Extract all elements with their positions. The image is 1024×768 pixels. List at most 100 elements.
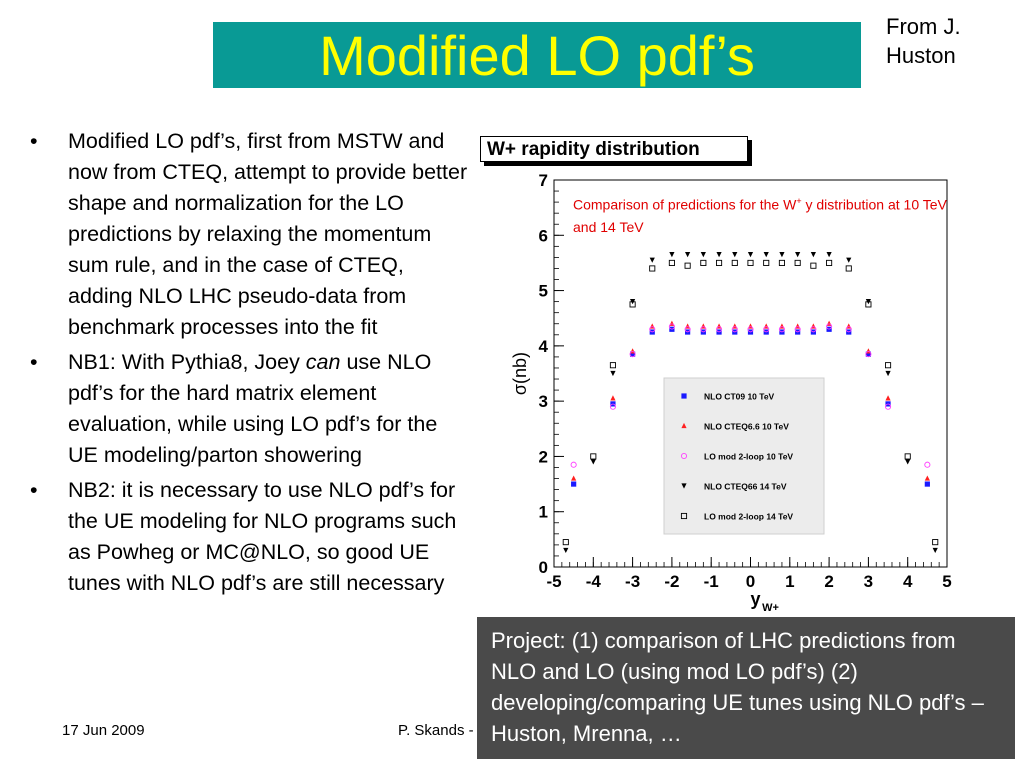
data-point [846,257,852,263]
bullet-text: NB2: it is necessary to use NLO pdf’s fo… [68,478,457,595]
credit-line-2: Huston [886,43,956,68]
data-point [668,259,675,266]
data-point [731,259,738,266]
footer-author: P. Skands - [398,722,474,739]
legend-marker [681,483,687,489]
y-tick-label: 7 [539,171,548,190]
legend-marker [681,422,687,429]
x-tick-label: -1 [704,572,719,591]
bullet-list: • Modified LO pdf’s, first from MSTW and… [28,126,468,603]
x-tick-label: 4 [903,572,913,591]
data-point [810,252,816,258]
data-point [763,259,770,266]
legend-label: NLO CTEQ66 14 TeV [704,482,787,492]
rapidity-chart: -5 -4 -3 -2 -1 0 1 2 3 4 5 0 1 2 3 4 5 6 7 y W+ σ(nb) NLO CT09… [510,171,952,614]
data-point [865,351,872,358]
data-point [747,252,754,258]
annotation-superscript: + [796,196,802,206]
data-point [610,370,616,377]
data-point [685,252,691,258]
data-point [716,326,723,333]
data-point [845,265,852,272]
chart-title: W+ rapidity distribution [480,136,748,162]
data-point [562,539,569,546]
bullet-marker: • [30,350,38,374]
x-tick-label: -5 [546,572,561,591]
data-point [649,326,656,333]
title-banner: Modified LO pdf’s [213,22,861,88]
x-tick-label: 5 [942,572,951,591]
project-text: Project: (1) comparison of LHC predictio… [491,628,984,746]
y-tick-label: 3 [539,392,548,411]
data-point [590,453,597,460]
data-point [763,252,769,258]
legend-marker [680,512,688,520]
data-point [649,265,656,272]
data-point [924,461,931,468]
data-point [778,259,785,266]
data-point [865,351,871,357]
data-point [609,362,617,369]
y-axis-label: σ(nb) [510,352,530,395]
data-point [924,481,930,487]
data-point [794,259,801,266]
data-point [884,403,892,410]
x-tick-label: -3 [625,572,640,591]
data-point [571,475,577,481]
data-point [700,252,706,258]
y-tick-label: 0 [539,558,548,577]
bullet-marker: • [30,129,38,153]
bullet-item: • NB2: it is necessary to use NLO pdf’s … [28,475,468,599]
data-point [845,326,852,333]
x-tick-label: 1 [785,572,794,591]
data-point [747,259,754,266]
bullet-text: Modified LO pdf’s, first from MSTW and n… [68,129,468,339]
data-point [932,547,938,554]
chart-annotation: Comparison of predictions for the W+ y d… [573,190,953,238]
y-tick-label: 2 [539,447,548,466]
data-point [732,252,738,258]
legend-marker [681,393,687,399]
data-point [700,259,707,266]
data-point [747,326,754,333]
data-point [629,351,636,358]
data-point [571,481,577,487]
data-point [668,323,675,330]
data-point [932,539,939,546]
y-tick-label: 6 [539,226,548,245]
x-axis-label-subscript: W+ [762,602,779,614]
data-point [810,326,817,333]
y-tick-label: 5 [539,282,548,301]
data-point [649,257,655,263]
data-point [885,370,891,377]
project-box: Project: (1) comparison of LHC predictio… [477,617,1015,759]
data-point [904,453,911,460]
data-point [669,252,675,258]
legend-box [663,377,825,535]
x-axis-label: y [750,589,760,609]
x-tick-label: -4 [586,572,602,591]
data-point [700,326,707,333]
data-point [684,262,691,269]
x-tick-label: 3 [864,572,873,591]
data-point [763,326,770,333]
x-tick-label: -2 [664,572,679,591]
chart-area: -5 -4 -3 -2 -1 0 1 2 3 4 5 0 1 2 3 4 5 6 7 y W+ σ(nb) NLO CT09… [478,128,978,618]
data-point [731,326,738,333]
annotation-text-tail: y distribution at 10 TeV and 14 TeV [573,196,947,235]
data-point [629,301,636,308]
data-point [570,461,577,468]
data-point [885,395,891,401]
legend-label: LO mod 2-loop 10 TeV [704,452,793,462]
data-point [684,326,691,333]
credit-line-1: From J. [886,14,961,39]
bullet-text: NB1: With Pythia8, Joey [68,350,306,374]
bullet-item: • NB1: With Pythia8, Joey can use NLO pd… [28,347,468,471]
data-point [794,326,801,333]
data-point [826,252,832,258]
data-point [716,252,722,258]
data-point [795,252,801,258]
data-point [563,547,569,554]
footer-date: 17 Jun 2009 [62,722,145,739]
bullet-emphasis: can [305,350,341,374]
